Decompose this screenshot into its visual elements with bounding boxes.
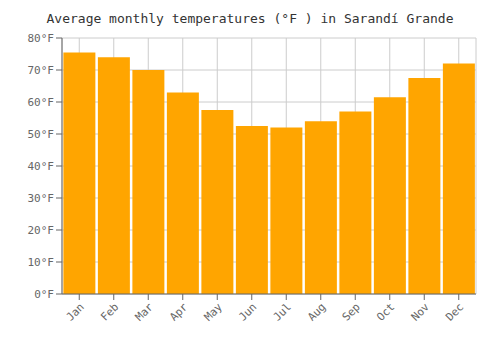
svg-text:10°F: 10°F: [28, 256, 55, 269]
svg-text:Feb: Feb: [98, 300, 121, 323]
svg-text:Jul: Jul: [271, 300, 294, 323]
svg-text:30°F: 30°F: [28, 192, 55, 205]
svg-text:Mar: Mar: [133, 300, 157, 324]
svg-text:0°F: 0°F: [34, 288, 54, 301]
html-text:Average monthly temperatures (: Average monthly temperatures (°F ) in Sa…: [46, 11, 454, 26]
svg-text:80°F: 80°F: [28, 32, 55, 45]
svg-text:Apr: Apr: [167, 300, 191, 324]
svg-text:50°F: 50°F: [28, 128, 55, 141]
svg-text:Nov: Nov: [409, 300, 433, 324]
svg-text:Jan: Jan: [64, 300, 87, 323]
svg-text:Aug: Aug: [305, 300, 328, 323]
svg-text:60°F: 60°F: [28, 96, 55, 109]
svg-text:May: May: [202, 300, 226, 324]
svg-text:Sep: Sep: [340, 300, 363, 323]
svg-text:20°F: 20°F: [28, 224, 55, 237]
svg-text:Dec: Dec: [443, 300, 466, 323]
svg-text:40°F: 40°F: [28, 160, 55, 173]
svg-text:Jun: Jun: [236, 300, 259, 323]
svg-text:Oct: Oct: [374, 300, 397, 323]
svg-text:70°F: 70°F: [28, 64, 55, 77]
